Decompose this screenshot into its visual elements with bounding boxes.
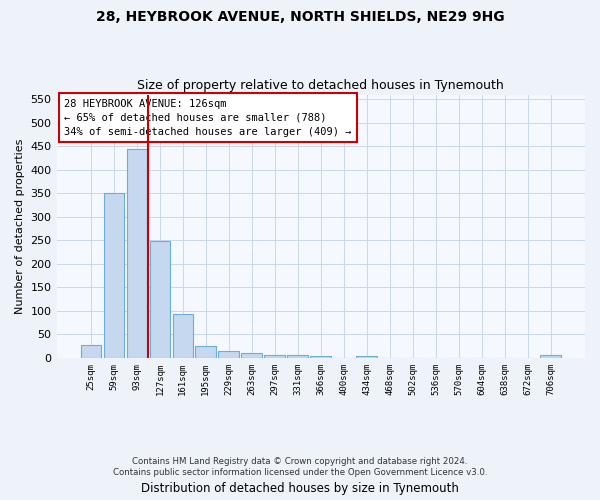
Title: Size of property relative to detached houses in Tynemouth: Size of property relative to detached ho…: [137, 79, 504, 92]
Bar: [80, 344, 101, 358]
Text: 28 HEYBROOK AVENUE: 126sqm
← 65% of detached houses are smaller (788)
34% of sem: 28 HEYBROOK AVENUE: 126sqm ← 65% of deta…: [64, 98, 352, 136]
Bar: [540, 355, 561, 358]
Bar: [127, 148, 147, 358]
Y-axis label: Number of detached properties: Number of detached properties: [15, 138, 25, 314]
Bar: [218, 352, 239, 358]
Bar: [310, 356, 331, 358]
Bar: [287, 355, 308, 358]
Bar: [149, 242, 170, 358]
Text: Contains HM Land Registry data © Crown copyright and database right 2024.
Contai: Contains HM Land Registry data © Crown c…: [113, 458, 487, 477]
Bar: [196, 346, 216, 358]
Bar: [104, 194, 124, 358]
Bar: [173, 314, 193, 358]
Text: Distribution of detached houses by size in Tynemouth: Distribution of detached houses by size …: [141, 482, 459, 495]
Bar: [265, 355, 285, 358]
Bar: [241, 352, 262, 358]
Text: 28, HEYBROOK AVENUE, NORTH SHIELDS, NE29 9HG: 28, HEYBROOK AVENUE, NORTH SHIELDS, NE29…: [95, 10, 505, 24]
Bar: [356, 356, 377, 358]
